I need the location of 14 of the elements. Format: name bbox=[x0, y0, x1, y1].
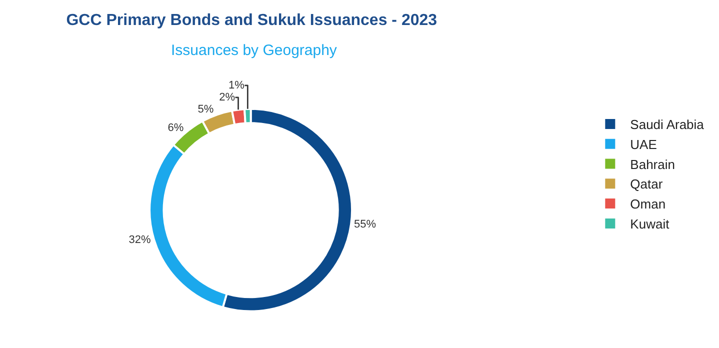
legend-label: UAE bbox=[630, 136, 658, 152]
data-label: 1% bbox=[228, 79, 245, 92]
legend-label: Kuwait bbox=[630, 216, 670, 232]
data-label: 55% bbox=[354, 218, 376, 230]
data-label: 5% bbox=[198, 103, 214, 116]
chart-subtitle: Issuances by Geography bbox=[171, 42, 338, 59]
data-label: 2% bbox=[219, 91, 236, 104]
data-label: 32% bbox=[128, 234, 151, 246]
legend-label: Bahrain bbox=[630, 156, 675, 172]
legend-label: Qatar bbox=[630, 176, 664, 192]
legend-label: Oman bbox=[630, 196, 666, 212]
legend-label: Saudi Arabia bbox=[630, 117, 705, 132]
chart-title: GCC Primary Bonds and Sukuk Issuances - 2023 bbox=[66, 12, 438, 30]
data-label: 6% bbox=[168, 122, 184, 134]
